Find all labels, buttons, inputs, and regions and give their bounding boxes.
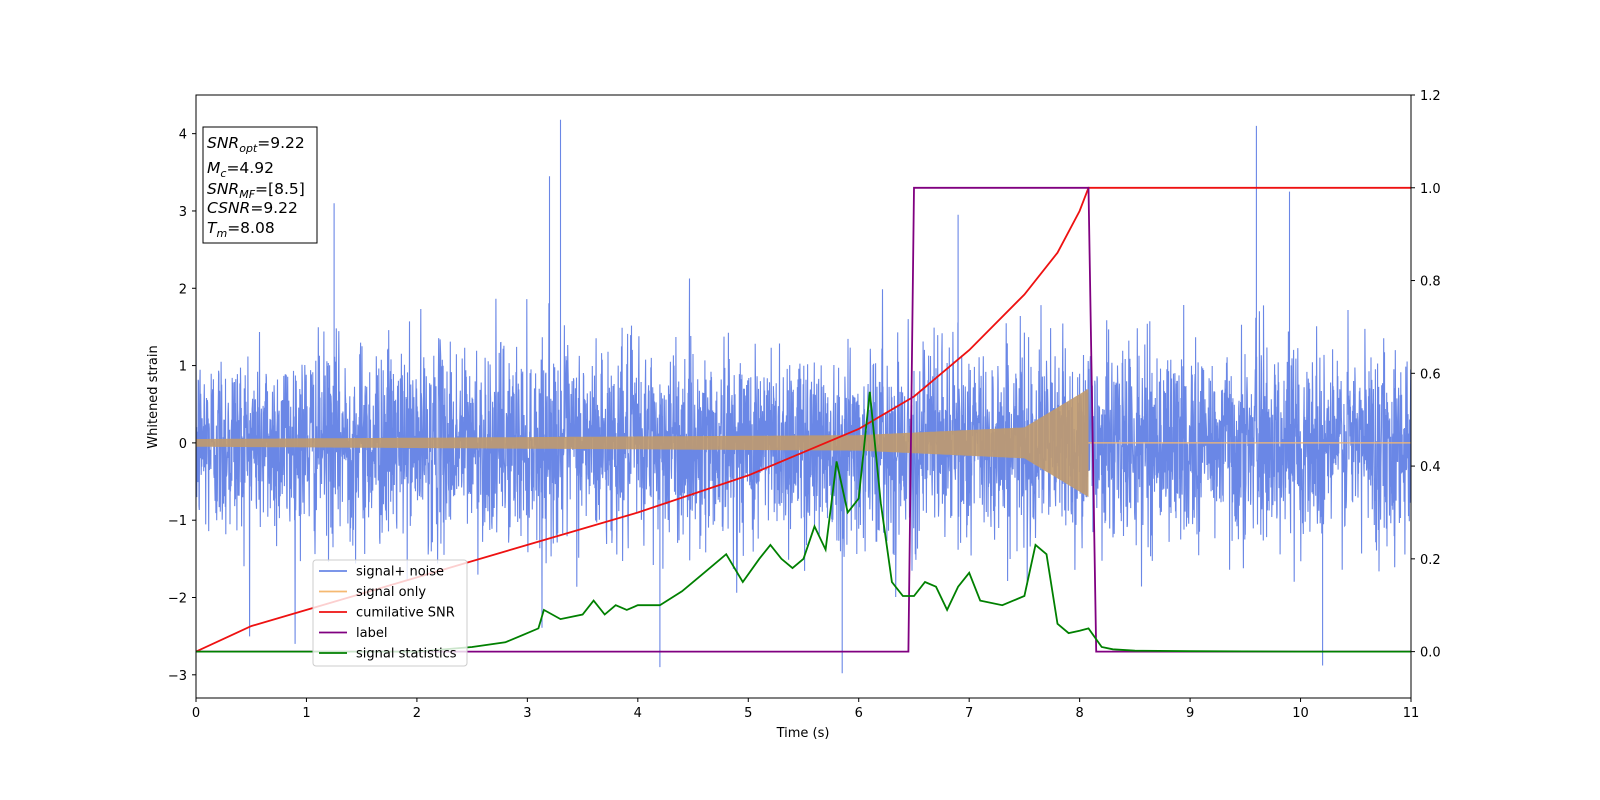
legend-label: label	[356, 626, 387, 641]
y-tick-label: 0	[179, 437, 187, 452]
x-axis-label: Time (s)	[776, 726, 830, 741]
y-tick-label: 2	[179, 282, 187, 297]
legend-label: signal+ noise	[356, 565, 444, 580]
axes-frame	[195, 94, 1412, 699]
x-tick-label: 2	[413, 706, 421, 721]
x-tick-label: 5	[744, 706, 752, 721]
y2-tick-label: 0.8	[1420, 275, 1441, 290]
x-tick-label: 1	[302, 706, 310, 721]
y-tick-label: −2	[168, 592, 187, 607]
info-chirp-mass: Mc=4.92	[207, 159, 274, 180]
y-axis-right: 0.0 0.2 0.4 0.6 0.8 1.0 1.2	[1411, 89, 1441, 661]
legend-label: signal statistics	[356, 647, 457, 662]
info-box: SNRopt=9.22 Mc=4.92 SNRMF=[8.5] CSNR=9.2…	[202, 126, 318, 244]
x-tick-label: 11	[1403, 706, 1420, 721]
x-tick-label: 7	[965, 706, 973, 721]
y2-tick-label: 1.2	[1420, 89, 1441, 104]
series-line-signal-statistics	[196, 391, 1411, 653]
y-tick-label: −1	[168, 514, 187, 529]
x-tick-label: 9	[1186, 706, 1194, 721]
x-axis: 0 1 2 3 4 5 6 7 8 9 10 11	[192, 698, 1419, 721]
y2-tick-label: 0.4	[1420, 460, 1441, 475]
x-tick-label: 8	[1075, 706, 1083, 721]
info-snr-mf: SNRMF=[8.5]	[207, 180, 305, 201]
legend-label: signal only	[356, 585, 426, 600]
y-tick-label: 4	[179, 128, 187, 143]
legend-label: cumilative SNR	[356, 606, 455, 621]
y-axis-left: −3 −2 −1 0 1 2 3 4	[168, 128, 196, 684]
info-csnr: CSNR=9.22	[207, 199, 298, 217]
x-tick-label: 4	[634, 706, 642, 721]
legend: signal+ noise signal only cumilative SNR la…	[312, 559, 468, 667]
y2-tick-label: 0.6	[1420, 367, 1441, 382]
info-merger-time: Tm=8.08	[207, 219, 275, 240]
y2-tick-label: 1.0	[1420, 182, 1441, 197]
y-axis-label: Whitened strain	[146, 345, 161, 448]
x-tick-label: 10	[1292, 706, 1309, 721]
y-tick-label: 3	[179, 205, 187, 220]
x-tick-label: 3	[523, 706, 531, 721]
y2-tick-label: 0.2	[1420, 553, 1441, 568]
plot-area	[196, 119, 1411, 674]
y-tick-label: −3	[168, 669, 187, 684]
info-snr-opt: SNRopt=9.22	[207, 134, 305, 155]
y-tick-label: 1	[179, 360, 187, 375]
x-tick-label: 6	[855, 706, 863, 721]
y2-tick-label: 0.0	[1420, 646, 1441, 661]
x-tick-label: 0	[192, 706, 200, 721]
series-area-signal-only	[196, 388, 1089, 497]
